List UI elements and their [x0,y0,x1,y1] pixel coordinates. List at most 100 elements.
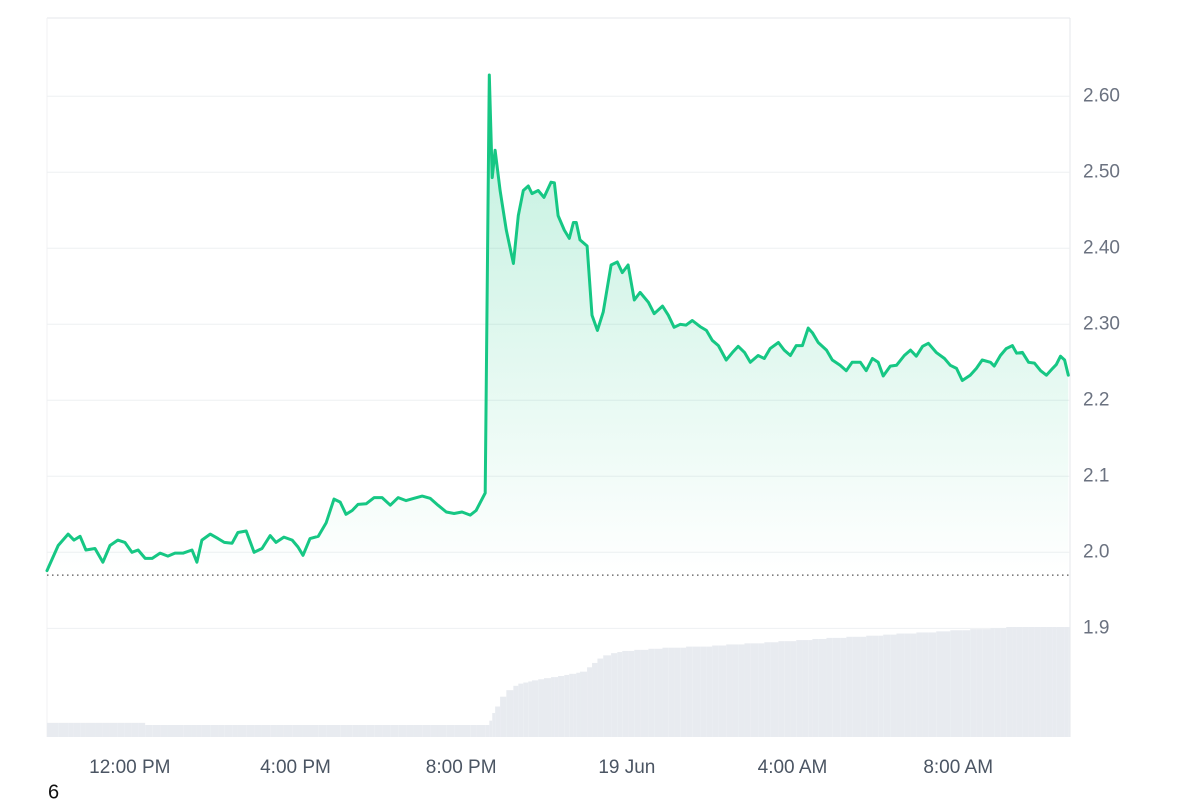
price-line [45,73,1070,573]
volume-bar [523,682,529,737]
volume-bar [852,636,861,737]
volume-bar [544,678,552,737]
volume-bar [58,722,69,737]
volume-bar [201,725,211,737]
volume-bar [1022,627,1029,737]
volume-bar [818,638,827,737]
volume-bar [352,725,359,737]
volume-bar [489,720,493,737]
volume-bar [167,725,175,737]
volume-bar [297,725,303,737]
volume-bar [764,642,771,737]
volume-bar [183,725,192,737]
y-tick-label: 2.1 [1083,465,1109,486]
volume-bar [1040,627,1047,737]
volume-bar [73,722,81,737]
volume-bar [840,637,847,737]
volume-bar [68,722,74,737]
volume-bar [326,725,335,737]
volume-bar [860,636,867,737]
volume-bar [597,658,604,737]
volume-bar [218,725,225,737]
volume-bar [982,629,991,737]
volume-bar [485,725,490,737]
volume-bar [358,725,367,737]
volume-bar [712,645,719,737]
volume-bar [124,722,132,737]
volume-bar [872,635,879,737]
volume-bar [668,647,675,737]
volume-bar [611,653,618,737]
volume-bar [916,632,923,737]
volume-bar [254,725,262,737]
volume-bar [538,679,545,737]
volume-bar [261,725,271,737]
volume-bar [890,634,897,737]
volume-bar [592,662,598,737]
volume-bar [784,641,791,737]
volume-bar [573,673,577,737]
volume-bar [495,706,501,737]
volume-bar [692,646,701,737]
volume-bar [196,725,202,737]
volume-bar [551,677,555,737]
volume-bar [1052,627,1057,737]
volume-bar [513,685,519,737]
volume-bar [528,681,532,737]
volume-bar [47,722,59,737]
volume-bar [430,725,438,737]
volume-bar [680,647,687,737]
volume-bar [270,725,277,737]
volume-bar [726,644,733,737]
volume-bar [292,725,298,737]
volume-bar [569,673,574,737]
y-tick-label: 2.40 [1083,237,1120,258]
volume-bar [1068,627,1070,737]
volume-bar [283,725,293,737]
volume-bar [936,631,945,737]
volume-bar [634,649,641,737]
volume-bar [674,647,681,737]
volume-bar [382,725,391,737]
volume-bar [1034,627,1041,737]
volume-bar [994,628,1001,737]
volume-bar [1000,628,1007,737]
x-tick-label: 4:00 PM [260,757,331,778]
volume-bar [738,644,745,737]
volume-bar [812,638,819,737]
volume-bar [224,725,233,737]
volume-bar [437,725,447,737]
volume-bar [531,680,539,737]
volume-bar [558,676,565,737]
volume-bar [1028,627,1035,737]
volume-bar [174,725,184,737]
volume-bar [904,633,911,737]
volume-bar [1064,627,1069,737]
x-tick-label: 12:00 PM [89,757,170,778]
volume-bar [492,713,496,737]
y-tick-label: 1.9 [1083,617,1109,638]
volume-bar [778,641,785,737]
volume-bar [928,632,937,737]
volume-bar [1012,627,1017,737]
volume-bar [944,631,951,737]
volume-bar [640,649,649,737]
volume-bar [910,633,917,737]
volume-bar [580,671,588,737]
volume-bar [237,725,247,737]
volume-bar [454,725,462,737]
volume-bar [109,722,118,737]
volume-bar [1060,627,1065,737]
volume-bar [152,725,161,737]
volume-bar [700,646,707,737]
volume-bar [576,672,581,737]
volume-bar [138,722,146,737]
volume-bar [744,643,751,737]
volume-bar [758,643,765,737]
volume-bar [340,725,347,737]
volume-bar [732,644,739,737]
volume-bar [346,725,353,737]
volume-bar [832,637,841,737]
volume-bar [500,696,507,737]
